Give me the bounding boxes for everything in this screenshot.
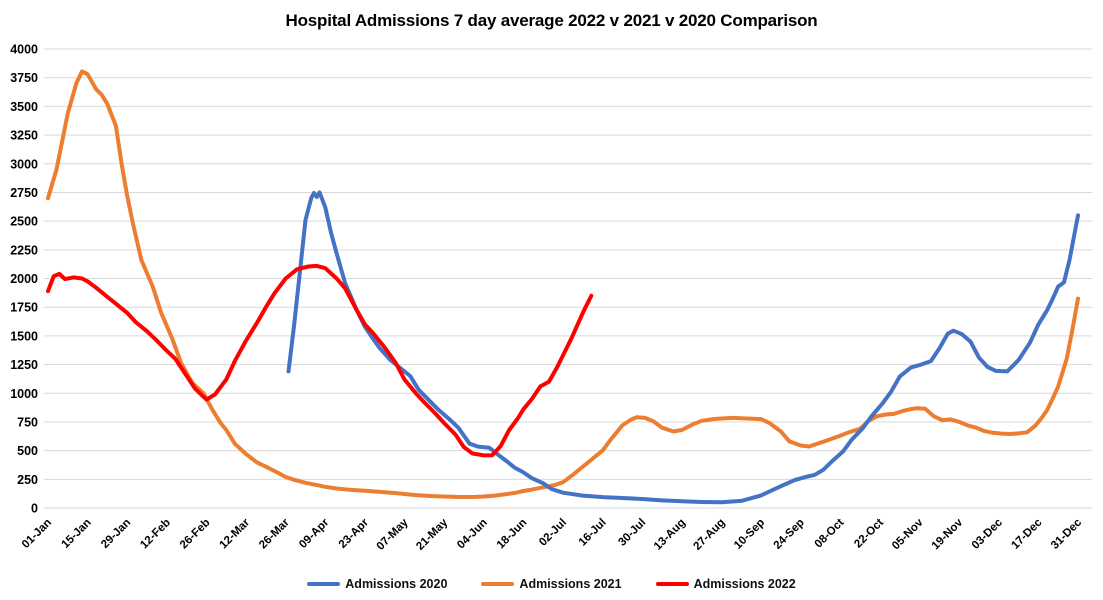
x-axis-tick-label: 19-Nov [930, 516, 966, 552]
x-axis-tick-label: 04-Jun [455, 517, 490, 552]
legend-item-admissions-2021: Admissions 2021 [481, 577, 622, 591]
x-axis-tick-label: 07-May [375, 516, 411, 552]
y-axis-tick-label: 0 [31, 502, 38, 516]
chart-legend: Admissions 2020 Admissions 2021 Admissio… [0, 577, 1103, 591]
x-axis-tick-label: 21-May [414, 516, 450, 552]
x-axis-tick-label: 16-Jul [577, 517, 609, 549]
series-line-admissions-2022 [46, 263, 594, 458]
y-axis-tick-label: 3500 [10, 100, 38, 114]
x-axis-tick-label: 29-Jan [99, 517, 133, 551]
legend-line-marker-2022 [655, 581, 689, 587]
y-axis-tick-label: 2500 [10, 215, 38, 229]
legend-line-marker-2020 [307, 581, 341, 587]
legend-item-admissions-2020: Admissions 2020 [307, 577, 447, 591]
y-axis-tick-label: 3250 [10, 129, 38, 143]
legend-label-2022: Admissions 2022 [693, 577, 796, 591]
x-axis-tick-label: 03-Dec [970, 516, 1006, 552]
y-axis-tick-label: 4000 [10, 43, 38, 57]
x-axis-tick-label: 12-Feb [138, 517, 173, 552]
y-axis-tick-label: 2250 [10, 243, 38, 257]
y-axis-tick-label: 750 [17, 415, 38, 429]
x-axis-tick-label: 01-Jan [20, 517, 54, 551]
y-axis-tick-label: 1000 [10, 387, 38, 401]
x-axis-tick-label: 02-Jul [537, 517, 569, 549]
y-axis-tick-label: 250 [17, 473, 38, 487]
y-axis-tick-label: 500 [17, 444, 38, 458]
x-axis-tick-label: 18-Jun [495, 517, 530, 552]
x-axis-tick-label: 17-Dec [1009, 516, 1045, 552]
legend-line-marker-2021 [481, 581, 515, 587]
y-axis-tick-label: 2750 [10, 186, 38, 200]
x-axis-tick-label: 15-Jan [59, 517, 93, 551]
series-line-admissions-2020 [286, 190, 1080, 505]
x-axis-tick-label: 31-Dec [1049, 516, 1085, 552]
y-axis-tick-label: 3000 [10, 157, 38, 171]
x-axis-tick-label: 23-Apr [337, 516, 372, 551]
legend-label-2020: Admissions 2020 [345, 577, 448, 591]
y-axis-tick-label: 2000 [10, 272, 38, 286]
x-axis-tick-label: 24-Sep [772, 517, 807, 552]
x-axis-tick-label: 27-Aug [692, 517, 728, 553]
y-axis-tick-label: 3750 [10, 71, 38, 85]
y-axis-tick-label: 1750 [10, 301, 38, 315]
x-axis-tick-label: 05-Nov [890, 516, 926, 552]
legend-label-2021: Admissions 2021 [519, 577, 622, 591]
x-axis-tick-label: 08-Oct [813, 517, 847, 551]
x-axis-tick-label: 12-Mar [217, 516, 252, 551]
x-axis-tick-label: 09-Apr [297, 516, 332, 551]
x-axis-tick-label: 30-Jul [616, 517, 648, 549]
y-axis-tick-label: 1250 [10, 358, 38, 372]
legend-item-admissions-2022: Admissions 2022 [655, 577, 796, 591]
y-axis-tick-label: 1500 [10, 329, 38, 343]
x-axis-tick-label: 10-Sep [732, 517, 767, 552]
x-axis-tick-label: 22-Oct [852, 517, 886, 551]
chart-title: Hospital Admissions 7 day average 2022 v… [285, 11, 818, 30]
x-axis-tick-label: 13-Aug [652, 517, 688, 553]
x-axis-tick-label: 26-Mar [257, 516, 292, 551]
x-axis-tick-label: 26-Feb [178, 517, 213, 552]
